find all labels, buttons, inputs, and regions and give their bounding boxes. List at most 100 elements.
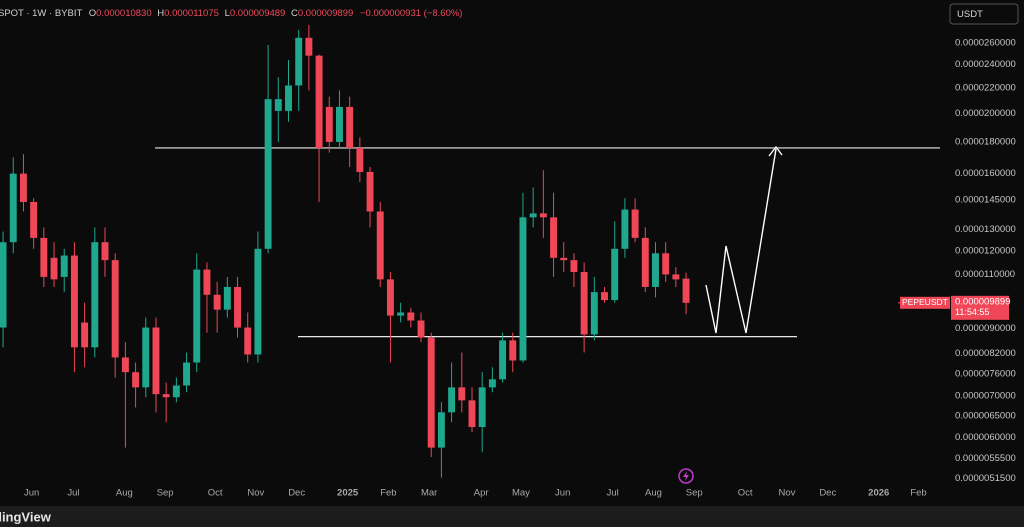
y-tick-label: 0.0000055500 (955, 453, 1016, 464)
x-tick-label: Sep (157, 488, 174, 499)
y-tick-label: 0.0000130000 (955, 224, 1016, 235)
x-tick-label: 2025 (337, 488, 359, 499)
price-tag-bg (951, 295, 1009, 320)
candle-body (40, 237, 48, 277)
candle-body (672, 274, 680, 280)
candle-body (274, 99, 282, 111)
candle-body (550, 217, 558, 258)
y-tick-label: 0.0000240000 (955, 59, 1016, 70)
y-tick-label: 0.0000082000 (955, 348, 1016, 359)
y-tick-label: 0.0000200000 (955, 108, 1016, 119)
candle-body (9, 173, 17, 243)
x-tick-label: Oct (738, 488, 753, 499)
price-tag: 0.000009899 (955, 296, 1010, 307)
candle-body (101, 242, 109, 261)
candle-body (60, 255, 68, 277)
x-tick-label: Dec (819, 488, 836, 499)
candle-body (19, 173, 27, 202)
legend-line: SPOT · 1W · BYBIT O0.000010830 H0.000011… (0, 8, 462, 19)
plot-area: 0.0000260000 0.0000240000 0.0000220000 0.00… (0, 24, 1016, 499)
candle-body (560, 257, 568, 261)
y-tick-label: 0.0000051500 (955, 473, 1016, 484)
alert-circle (678, 468, 694, 484)
y-tick-label: 0.0000065000 (955, 411, 1016, 422)
candle-body (682, 278, 690, 303)
candle-body (631, 209, 639, 238)
footer-logo: dingView (0, 509, 52, 524)
candle-body (162, 394, 170, 398)
candle-body (315, 55, 323, 148)
c-label: C (291, 8, 298, 19)
x-tick-label: Aug (116, 488, 133, 499)
candle-body (203, 269, 211, 295)
candle-body (417, 320, 425, 338)
candle-body (488, 379, 496, 388)
x-tick-label: Feb (380, 488, 396, 499)
candle-body (193, 269, 201, 363)
x-tick-label: Mar (421, 488, 437, 499)
candle-body (366, 171, 374, 212)
candle-body (234, 286, 241, 328)
projection-path (705, 148, 777, 334)
symbol-tag-bg (900, 296, 950, 309)
x-tick-label: Sep (686, 488, 703, 499)
candle-body (621, 209, 629, 249)
y-tick-label: 0.0000260000 (955, 37, 1016, 48)
candle-body (437, 412, 445, 448)
candle-body (142, 327, 150, 388)
candle-body (223, 286, 231, 310)
candle-body (519, 217, 527, 361)
y-tick-label: 0.0000076000 (955, 368, 1016, 379)
candle-body (601, 292, 608, 301)
candle-body (213, 294, 221, 310)
candle-body (70, 255, 78, 348)
candle-body (641, 237, 649, 287)
countdown: 11:54:55 (955, 307, 989, 317)
candle-body (376, 211, 384, 280)
alert-icon[interactable] (678, 468, 694, 484)
x-tick-label: Oct (208, 488, 223, 499)
y-tick-label: 0.0000220000 (955, 82, 1016, 93)
candle-body (662, 253, 670, 275)
candle-body (30, 201, 38, 238)
y-tick-label: 0.0000060000 (955, 432, 1016, 443)
candle-body (570, 260, 578, 273)
x-tick-label: Jun (24, 488, 39, 499)
candle-body (0, 242, 7, 328)
candle-body (50, 257, 58, 280)
candle-body (478, 387, 486, 427)
candle-body (295, 37, 303, 86)
low-value: 0.000009489 (230, 8, 285, 19)
candle-body (458, 387, 466, 401)
symbol: SPOT · 1W · BYBIT (0, 8, 82, 19)
candle-body (325, 106, 333, 142)
x-tick-label: Apr (474, 488, 489, 499)
x-tick-label: Dec (288, 488, 305, 499)
candle-body (499, 340, 507, 380)
candle-body (285, 85, 292, 111)
open-value: 0.000010830 (96, 8, 151, 19)
candle-body (356, 147, 364, 172)
candle-body (121, 357, 129, 373)
candle-body (468, 400, 476, 427)
projection-arrowhead (768, 145, 783, 157)
x-tick-label: Nov (247, 488, 264, 499)
close-value: 0.000009899 (298, 8, 353, 19)
candle-body (244, 327, 252, 355)
candle-body (427, 337, 435, 448)
currency-button[interactable] (949, 3, 1019, 25)
y-tick-label: 0.0000070000 (955, 391, 1016, 402)
candle-body (254, 248, 262, 355)
y-tick-label: 0.0000110000 (955, 269, 1015, 280)
candle-body (91, 242, 99, 348)
currency-label: USDT (957, 9, 983, 20)
y-tick-label: 0.0000120000 (955, 246, 1016, 257)
candle-body (264, 99, 272, 249)
y-tick-label: 0.0000090000 (955, 323, 1016, 334)
candle-body (183, 362, 191, 386)
y-tick-label: 0.0000145000 (955, 195, 1016, 206)
candle-body (509, 340, 517, 361)
